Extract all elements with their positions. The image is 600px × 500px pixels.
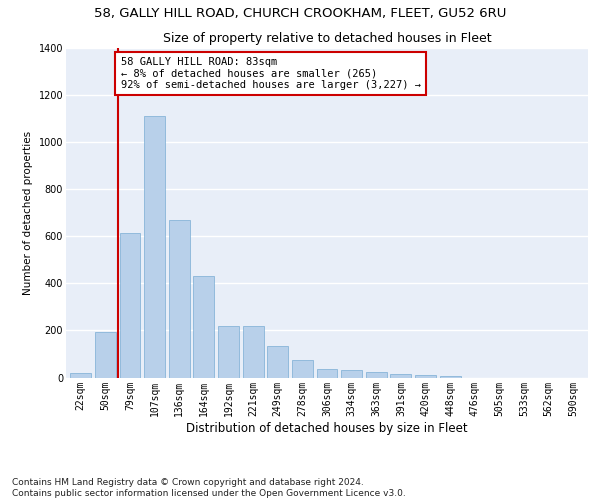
Bar: [440, 376, 461, 378]
Bar: [95, 332, 116, 378]
Bar: [341, 370, 362, 378]
Bar: [267, 346, 288, 378]
Bar: [366, 372, 387, 378]
Text: Contains HM Land Registry data © Crown copyright and database right 2024.
Contai: Contains HM Land Registry data © Crown c…: [12, 478, 406, 498]
Bar: [70, 373, 91, 378]
Bar: [193, 276, 214, 378]
Bar: [242, 326, 263, 378]
Bar: [317, 369, 337, 378]
Bar: [218, 326, 239, 378]
Text: 58 GALLY HILL ROAD: 83sqm
← 8% of detached houses are smaller (265)
92% of semi-: 58 GALLY HILL ROAD: 83sqm ← 8% of detach…: [121, 57, 421, 90]
Bar: [391, 374, 412, 378]
Bar: [144, 116, 165, 378]
X-axis label: Distribution of detached houses by size in Fleet: Distribution of detached houses by size …: [186, 422, 468, 436]
Text: 58, GALLY HILL ROAD, CHURCH CROOKHAM, FLEET, GU52 6RU: 58, GALLY HILL ROAD, CHURCH CROOKHAM, FL…: [94, 8, 506, 20]
Bar: [415, 375, 436, 378]
Bar: [292, 360, 313, 378]
Bar: [119, 232, 140, 378]
Y-axis label: Number of detached properties: Number of detached properties: [23, 130, 33, 294]
Bar: [169, 220, 190, 378]
Title: Size of property relative to detached houses in Fleet: Size of property relative to detached ho…: [163, 32, 491, 45]
